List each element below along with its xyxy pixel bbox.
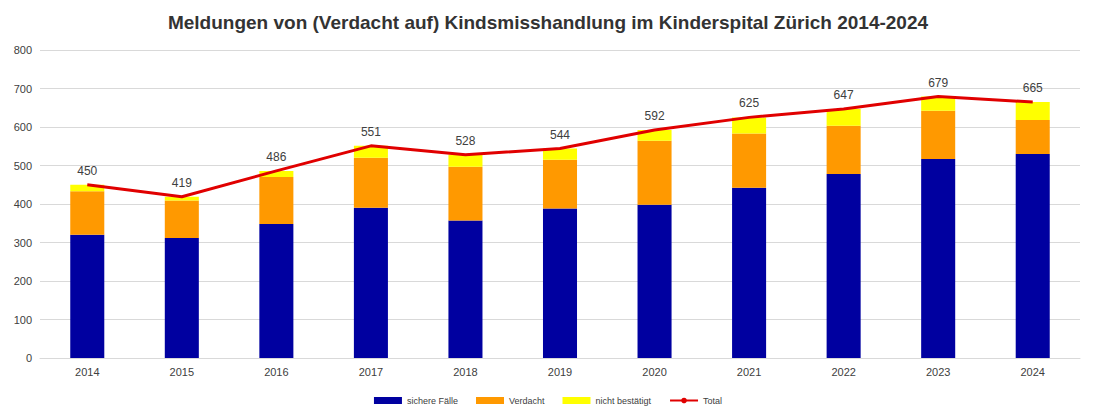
svg-text:419: 419 — [172, 176, 192, 190]
svg-text:500: 500 — [14, 160, 32, 172]
svg-text:592: 592 — [645, 109, 665, 123]
svg-text:2019: 2019 — [548, 366, 572, 378]
svg-text:100: 100 — [14, 314, 32, 326]
svg-text:Meldungen von (Verdacht auf) K: Meldungen von (Verdacht auf) Kindsmissha… — [168, 12, 929, 33]
svg-text:600: 600 — [14, 121, 32, 133]
svg-text:679: 679 — [928, 76, 948, 90]
svg-text:200: 200 — [14, 275, 32, 287]
svg-text:2020: 2020 — [642, 366, 666, 378]
svg-text:400: 400 — [14, 198, 32, 210]
svg-text:nicht bestätigt: nicht bestätigt — [596, 396, 652, 406]
svg-text:700: 700 — [14, 83, 32, 95]
svg-text:665: 665 — [1023, 81, 1043, 95]
svg-text:647: 647 — [834, 88, 854, 102]
svg-text:2023: 2023 — [926, 366, 950, 378]
svg-text:800: 800 — [14, 44, 32, 56]
svg-text:551: 551 — [361, 125, 381, 139]
svg-text:450: 450 — [77, 164, 97, 178]
svg-text:2015: 2015 — [170, 366, 194, 378]
svg-text:2017: 2017 — [359, 366, 383, 378]
svg-text:544: 544 — [550, 128, 570, 142]
svg-text:0: 0 — [26, 352, 32, 364]
svg-text:2021: 2021 — [737, 366, 761, 378]
svg-text:486: 486 — [266, 150, 286, 164]
svg-text:2024: 2024 — [1020, 366, 1044, 378]
svg-text:300: 300 — [14, 237, 32, 249]
svg-text:528: 528 — [455, 134, 475, 148]
svg-text:sichere Fälle: sichere Fälle — [407, 396, 458, 406]
svg-text:2022: 2022 — [831, 366, 855, 378]
svg-text:625: 625 — [739, 96, 759, 110]
svg-text:2018: 2018 — [453, 366, 477, 378]
svg-text:2016: 2016 — [264, 366, 288, 378]
svg-text:2014: 2014 — [75, 366, 99, 378]
svg-text:Verdacht: Verdacht — [509, 396, 545, 406]
svg-text:Total: Total — [703, 396, 722, 406]
